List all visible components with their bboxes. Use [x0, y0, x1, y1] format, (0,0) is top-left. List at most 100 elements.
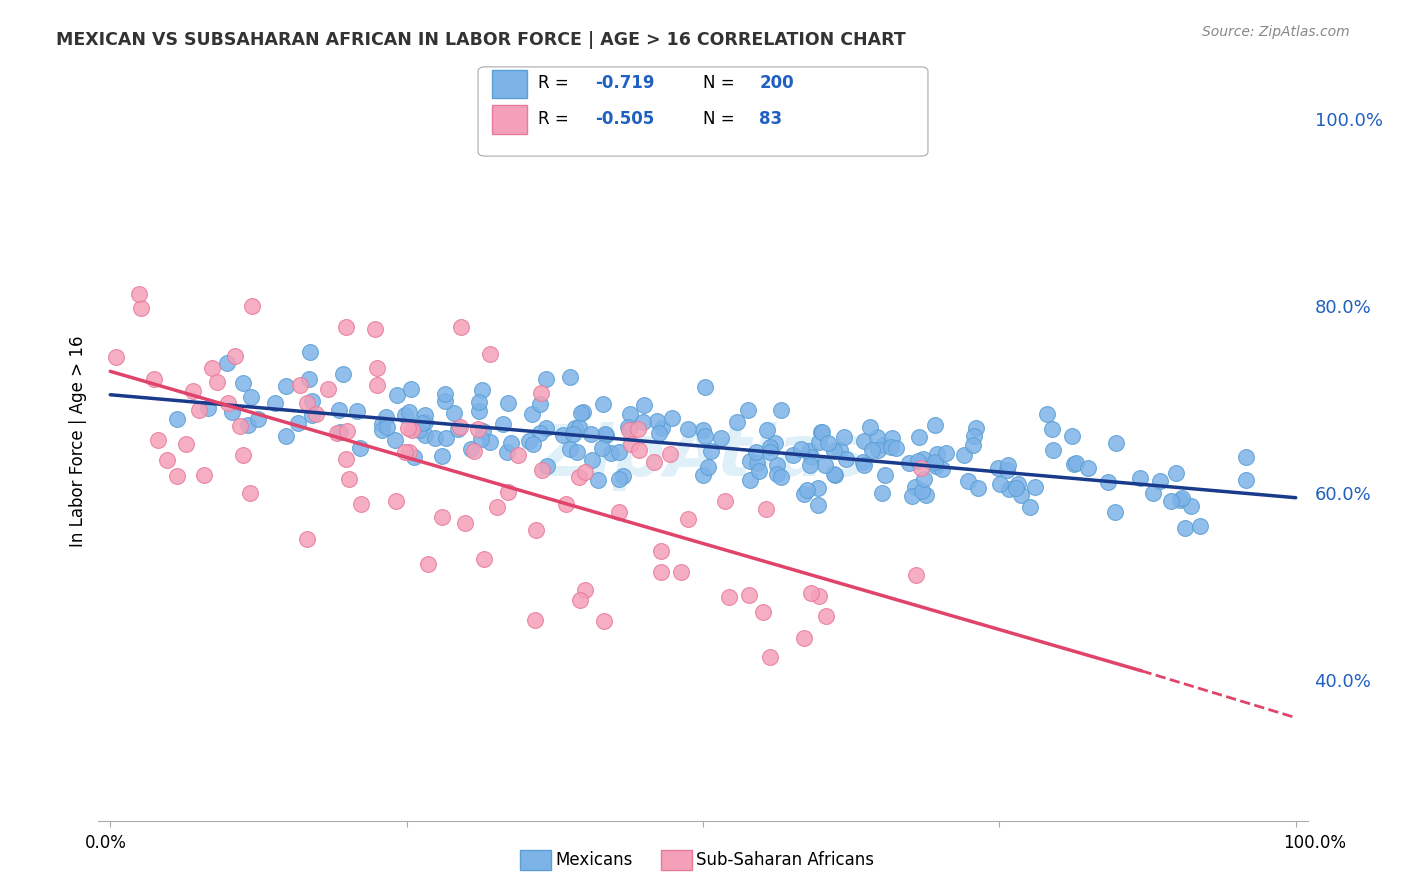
Point [335, 319, 357, 334]
Point [910, 461, 932, 475]
Point [396, 421, 419, 435]
Point [880, 431, 903, 445]
Point [523, 613, 546, 627]
Point [745, 456, 768, 470]
Point [793, 631, 815, 645]
Point [128, 286, 150, 301]
Point [823, 467, 845, 481]
Point [536, 458, 558, 473]
Point [988, 477, 1011, 491]
Point [796, 483, 818, 497]
Point [478, 347, 501, 361]
Point [1142, 485, 1164, 500]
Point [555, 497, 578, 511]
Point [574, 583, 596, 598]
Text: ZipAtlas: ZipAtlas [537, 422, 869, 491]
Point [793, 487, 815, 501]
Point [852, 458, 875, 473]
Point [620, 436, 643, 450]
Point [394, 409, 416, 423]
Point [349, 441, 371, 455]
Point [924, 417, 946, 432]
Text: 0.0%: 0.0% [84, 834, 127, 852]
Point [430, 450, 453, 464]
Point [745, 445, 768, 459]
Point [1077, 460, 1099, 475]
Point [599, 445, 621, 459]
Point [174, 437, 197, 451]
Point [1024, 480, 1046, 494]
Point [434, 431, 457, 445]
Point [956, 475, 979, 489]
Point [534, 372, 557, 386]
Text: Source: ZipAtlas.com: Source: ZipAtlas.com [1202, 25, 1350, 39]
Point [759, 440, 782, 454]
Point [591, 441, 613, 455]
Point [810, 425, 832, 439]
Point [823, 444, 845, 458]
Point [880, 440, 903, 454]
Text: -0.505: -0.505 [595, 110, 654, 128]
Point [384, 434, 406, 448]
Point [460, 442, 482, 457]
Point [963, 429, 986, 443]
Point [1174, 521, 1197, 535]
Point [834, 452, 856, 467]
Point [828, 443, 851, 458]
Point [522, 437, 544, 451]
Point [529, 425, 551, 440]
Text: N =: N = [703, 110, 734, 128]
Point [925, 447, 948, 461]
Point [738, 588, 761, 602]
Point [904, 480, 927, 494]
Point [627, 442, 650, 457]
Point [166, 412, 188, 426]
Point [631, 415, 654, 429]
Point [404, 450, 426, 464]
Point [305, 407, 328, 421]
Point [499, 435, 522, 450]
Point [789, 442, 811, 457]
Point [571, 405, 593, 419]
Point [811, 425, 834, 440]
Text: Sub-Saharan Africans: Sub-Saharan Africans [696, 851, 875, 869]
Point [430, 510, 453, 524]
Point [232, 376, 254, 391]
Point [1234, 450, 1257, 464]
Point [921, 456, 943, 470]
Point [205, 375, 228, 389]
Point [131, 301, 153, 315]
Point [299, 345, 322, 359]
Point [446, 422, 468, 436]
Point [1097, 475, 1119, 490]
Point [755, 502, 778, 516]
Point [560, 370, 582, 384]
Point [581, 452, 603, 467]
Point [471, 425, 494, 439]
Point [1129, 471, 1152, 485]
Point [595, 428, 617, 442]
Point [962, 438, 984, 452]
Point [859, 420, 882, 434]
Point [953, 448, 976, 462]
Point [467, 422, 489, 436]
Point [1180, 499, 1202, 513]
Point [142, 371, 165, 385]
Text: R =: R = [538, 74, 569, 92]
Point [908, 430, 931, 444]
Point [900, 489, 922, 503]
Point [408, 423, 430, 437]
Point [912, 472, 935, 486]
Point [692, 423, 714, 437]
Point [295, 532, 318, 546]
Point [398, 445, 420, 459]
Point [534, 421, 557, 435]
Point [1104, 436, 1126, 450]
Point [350, 497, 373, 511]
Point [965, 420, 987, 434]
Point [661, 411, 683, 425]
Point [531, 463, 554, 477]
Point [651, 421, 673, 435]
Point [181, 384, 204, 398]
Point [1149, 474, 1171, 488]
